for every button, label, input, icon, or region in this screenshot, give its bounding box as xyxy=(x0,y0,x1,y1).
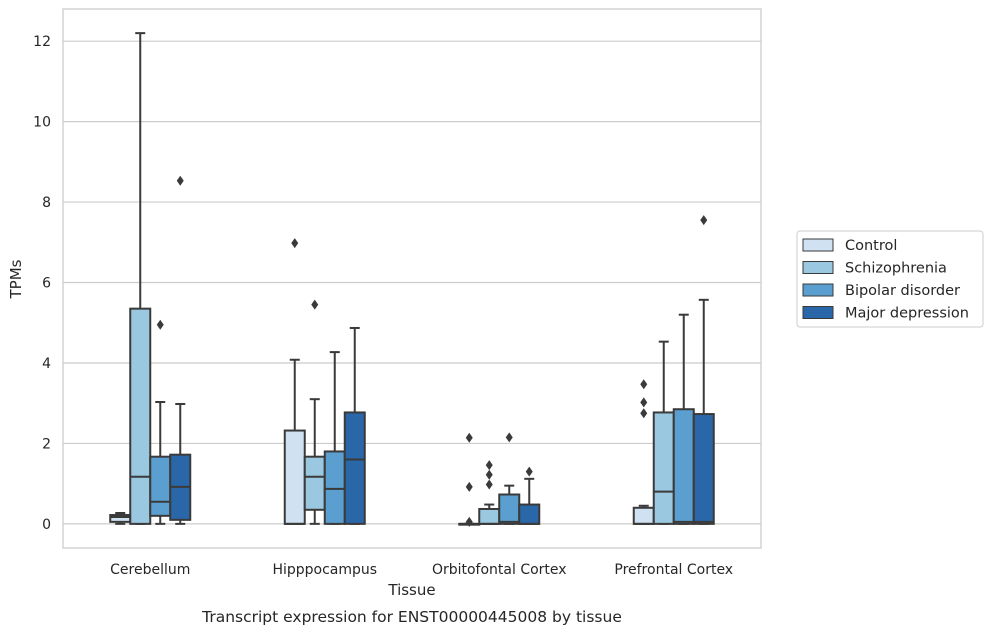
x-tick-labels: Cerebellum Hipppocampus Orbitofontal Corte… xyxy=(110,562,733,578)
box-plot-marks xyxy=(109,32,715,527)
box-2-3 xyxy=(518,466,541,525)
y-tick-label: 0 xyxy=(42,517,51,533)
legend-item: Major depression xyxy=(802,306,969,322)
box-0-1 xyxy=(129,32,152,525)
legend-item: Control xyxy=(802,238,897,254)
legend-label: Control xyxy=(845,238,897,254)
outlier-point xyxy=(485,460,493,471)
box-3-2 xyxy=(672,313,695,525)
box-iqr xyxy=(672,408,695,525)
box-iqr xyxy=(283,429,306,525)
y-tick-label: 12 xyxy=(33,34,51,50)
x-axis-title: Tissue xyxy=(387,581,435,599)
legend-swatch xyxy=(802,283,834,297)
outlier-point xyxy=(640,379,648,390)
x-tick-label: Hipppocampus xyxy=(272,562,377,578)
legend-item: Bipolar disorder xyxy=(802,283,960,299)
legend-label: Schizophrenia xyxy=(845,261,947,277)
legend-swatch xyxy=(802,261,834,274)
box-iqr xyxy=(632,506,655,525)
box-3-3 xyxy=(692,215,715,525)
y-tick-label: 8 xyxy=(42,195,51,211)
box-iqr xyxy=(498,493,521,525)
box-iqr xyxy=(303,455,326,511)
outlier-point xyxy=(505,432,513,443)
outlier-point xyxy=(640,397,648,408)
legend-item: Schizophrenia xyxy=(802,261,947,277)
outlier-point xyxy=(465,516,473,527)
y-tick-label: 10 xyxy=(33,115,51,131)
legend-frame xyxy=(796,230,984,328)
outlier-point xyxy=(176,175,184,186)
box-iqr xyxy=(652,411,675,525)
legend-label: Major depression xyxy=(845,306,969,322)
box-iqr xyxy=(478,507,501,525)
x-tick-label: Prefrontal Cortex xyxy=(614,562,733,578)
outlier-point xyxy=(465,432,473,443)
box-iqr xyxy=(692,413,715,525)
y-tick-labels: 0 2 4 6 8 10 12 xyxy=(33,34,51,533)
legend-swatch xyxy=(802,306,834,319)
y-tick-label: 4 xyxy=(42,356,51,372)
box-iqr xyxy=(129,307,152,525)
y-tick-label: 6 xyxy=(42,276,51,292)
outlier-point xyxy=(485,479,493,490)
plot-area-frame xyxy=(62,8,762,549)
outlier-point xyxy=(485,469,493,480)
outlier-point xyxy=(311,299,319,310)
outlier-point xyxy=(291,238,299,249)
box-2-0 xyxy=(458,432,481,527)
box-iqr xyxy=(518,503,541,525)
outlier-point xyxy=(156,319,164,330)
x-tick-label: Orbitofontal Cortex xyxy=(432,562,567,578)
legend: Control Schizophrenia Bipolar disorder Majo… xyxy=(796,230,984,328)
legend-label: Bipolar disorder xyxy=(845,283,960,299)
box-0-0 xyxy=(109,512,132,525)
box-iqr xyxy=(149,455,172,517)
x-tick-label: Cerebellum xyxy=(110,562,190,578)
box-iqr xyxy=(343,411,366,525)
outlier-point xyxy=(640,408,648,419)
box-iqr xyxy=(323,450,346,525)
outlier-point xyxy=(700,215,708,226)
y-tick-label: 2 xyxy=(42,436,51,452)
legend-swatch xyxy=(802,238,834,252)
outlier-point xyxy=(525,466,533,477)
chart-caption: Transcript expression for ENST0000044500… xyxy=(201,608,622,626)
box-0-3 xyxy=(169,175,192,525)
y-axis-title: TPMs xyxy=(7,259,25,299)
outlier-point xyxy=(465,481,473,492)
box-1-2 xyxy=(323,351,346,525)
box-3-0 xyxy=(632,379,655,525)
box-1-3 xyxy=(343,326,366,525)
